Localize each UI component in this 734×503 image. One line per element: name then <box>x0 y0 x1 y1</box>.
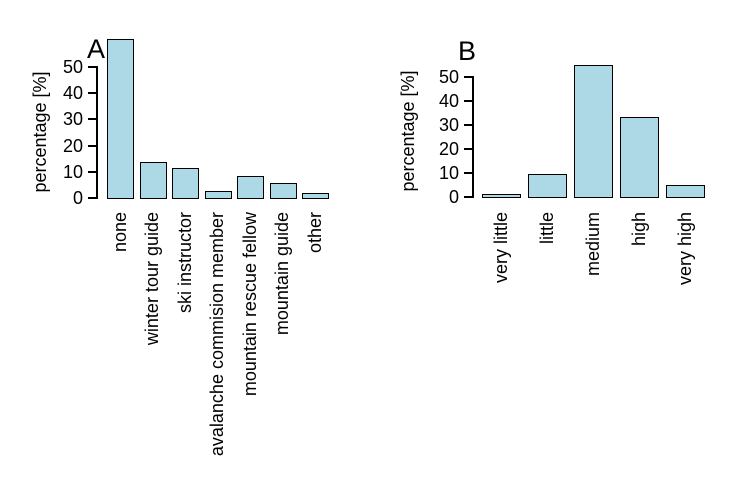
y-tick-label: 10 <box>62 161 83 182</box>
y-tick-label: 0 <box>72 188 83 208</box>
bar <box>302 192 329 200</box>
y-tick-mark <box>464 196 473 198</box>
x-tick-label: other <box>304 212 325 254</box>
bar <box>620 117 659 199</box>
bar <box>172 167 199 200</box>
y-tick-mark <box>88 197 97 199</box>
y-tick-mark <box>464 75 473 78</box>
y-tick-label: 50 <box>62 57 83 77</box>
y-tick-label: 10 <box>438 162 459 183</box>
y-tick-mark <box>88 92 97 95</box>
y-tick-mark <box>464 123 473 126</box>
bar <box>204 191 232 200</box>
y-tick-mark <box>464 147 473 150</box>
x-tick-label: high <box>628 212 649 247</box>
y-tick-label: 20 <box>62 135 83 156</box>
y-axis-line <box>96 66 98 199</box>
x-tick-label: mountain guide <box>272 212 292 336</box>
y-tick-label: 40 <box>438 90 459 111</box>
y-tick-mark <box>88 118 97 121</box>
y-tick-label: 30 <box>62 109 83 130</box>
panel-letter: A <box>87 34 106 64</box>
bar <box>482 194 521 199</box>
x-tick-label: medium <box>582 212 603 277</box>
bar <box>107 39 134 200</box>
bar <box>139 162 167 200</box>
panel-a: 0 10 20 30 40 50 none winter tour guide ski inst… <box>30 34 329 457</box>
y-tick-label: 40 <box>62 83 83 104</box>
y-tick-mark <box>464 99 473 102</box>
y-axis-title: percentage [%] <box>398 70 418 192</box>
bar <box>574 65 613 199</box>
panel-b: 0 10 20 30 40 50 very little little medium high ve… <box>367 0 734 503</box>
bar <box>237 175 264 200</box>
x-tick-label: none <box>109 212 130 253</box>
x-tick-label: very high <box>674 212 695 286</box>
y-axis-title: percentage [%] <box>30 71 50 193</box>
bar <box>666 184 705 199</box>
y-tick-label: 0 <box>448 187 459 207</box>
x-tick-label: very little <box>490 212 511 284</box>
x-tick-label: mountain rescue fellow <box>239 212 260 397</box>
y-axis-line <box>472 75 474 198</box>
bar <box>269 183 297 200</box>
x-tick-label: winter tour guide <box>142 212 162 346</box>
x-tick-label: little <box>536 212 557 245</box>
y-tick-mark <box>88 66 97 68</box>
y-tick-mark <box>464 171 473 174</box>
x-tick-label: ski instructor <box>174 212 195 314</box>
bar <box>528 173 567 199</box>
y-tick-label: 20 <box>438 138 459 159</box>
x-tick-label: avalanche commision member <box>207 212 227 457</box>
y-tick-mark <box>88 170 97 173</box>
y-tick-label: 30 <box>438 114 459 135</box>
y-tick-mark <box>88 144 97 147</box>
y-tick-label: 50 <box>438 66 459 87</box>
panel-letter: B <box>458 36 477 66</box>
